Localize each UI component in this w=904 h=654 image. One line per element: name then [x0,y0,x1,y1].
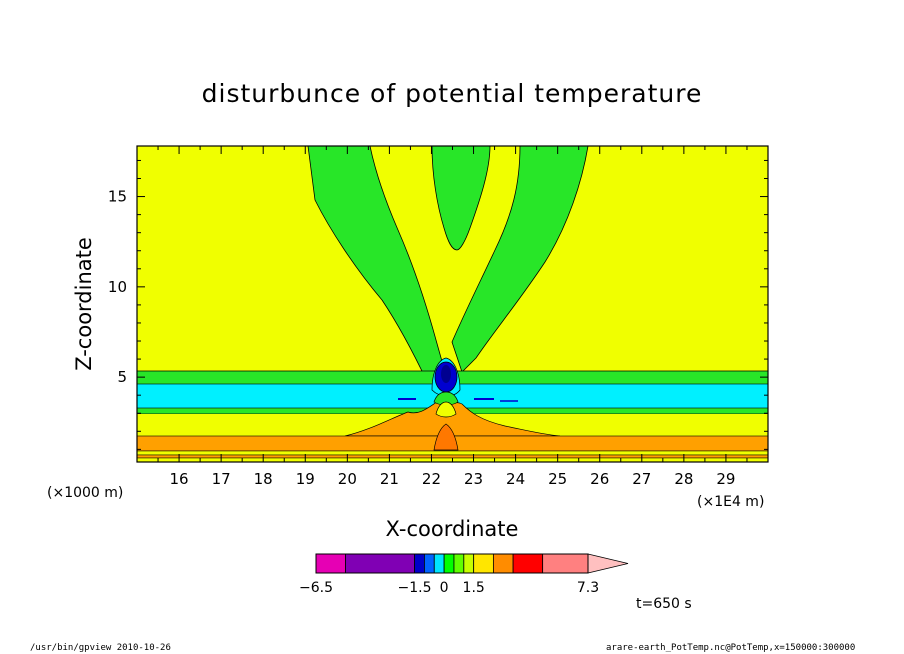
colorbar-tick-label: −6.5 [299,580,333,596]
x-axis-label: X-coordinate [386,517,519,541]
colorbar-arrow [587,553,629,574]
colorbar-tick-label: −1.5 [398,580,432,596]
colorbar-segment [463,553,475,574]
colorbar-segment [443,553,455,574]
x-tick-label: 27 [632,470,651,488]
colorbar [315,553,629,574]
footer-left: /usr/bin/gpview 2010-10-26 [30,643,171,653]
x-tick-label: 16 [170,470,189,488]
x-tick-label: 18 [254,470,273,488]
y-axis: 5 10 15 [108,159,768,450]
colorbar-segment [424,553,435,574]
green-plume-right [451,146,589,373]
time-label: t=650 s [636,596,692,612]
x-tick-label: 21 [380,470,399,488]
colorbar-segment [473,553,494,574]
colorbar-segment [433,553,445,574]
x-tick-label: 19 [296,470,315,488]
colorbar-segment [492,553,514,574]
green-center-tongue [431,146,491,251]
x-tick-label: 17 [212,470,231,488]
dark-orange-core [433,423,459,451]
x-tick-label: 23 [464,470,483,488]
bottom-band [137,450,768,456]
x-tick-label: 20 [338,470,357,488]
colorbar-tick-label: 7.3 [577,580,599,596]
x-tick-label: 26 [590,470,609,488]
colorbar-tick-labels: −6.5 −1.5 0 1.5 7.3 [299,580,599,596]
y-tick-label: 5 [117,368,127,386]
x-units-right: (×1E4 m) [697,494,764,510]
colorbar-segment [414,553,425,574]
colorbar-tick-label: 0 [440,580,449,596]
colorbar-segment [345,553,415,574]
bottom-band [137,454,768,459]
x-tick-label: 22 [422,470,441,488]
x-tick-label: 28 [674,470,693,488]
footer-right: arare-earth_PotTemp.nc@PotTemp,x=150000:… [606,643,855,653]
colorbar-tick-label: 1.5 [463,580,485,596]
x-tick-label: 29 [716,470,735,488]
y-axis-label: Z-coordinate [72,237,96,371]
colorbar-segment [453,553,465,574]
x-tick-label: 25 [548,470,567,488]
navy-core [441,365,451,383]
plot-area [137,146,768,462]
chart-title: disturbunce of potential temperature [202,79,703,108]
y-tick-label: 10 [108,278,127,296]
x-tick-label: 24 [506,470,525,488]
colorbar-segment [315,553,346,574]
yellow-center-ring [435,401,457,418]
x-axis: 16 17 18 19 20 21 22 23 24 25 26 27 28 29 [136,146,769,488]
colorbar-segment [542,553,589,574]
x-units-left: (×1000 m) [47,485,123,501]
colorbar-segment [512,553,544,574]
y-tick-label: 15 [108,188,127,206]
colorbar-frame [315,553,589,574]
